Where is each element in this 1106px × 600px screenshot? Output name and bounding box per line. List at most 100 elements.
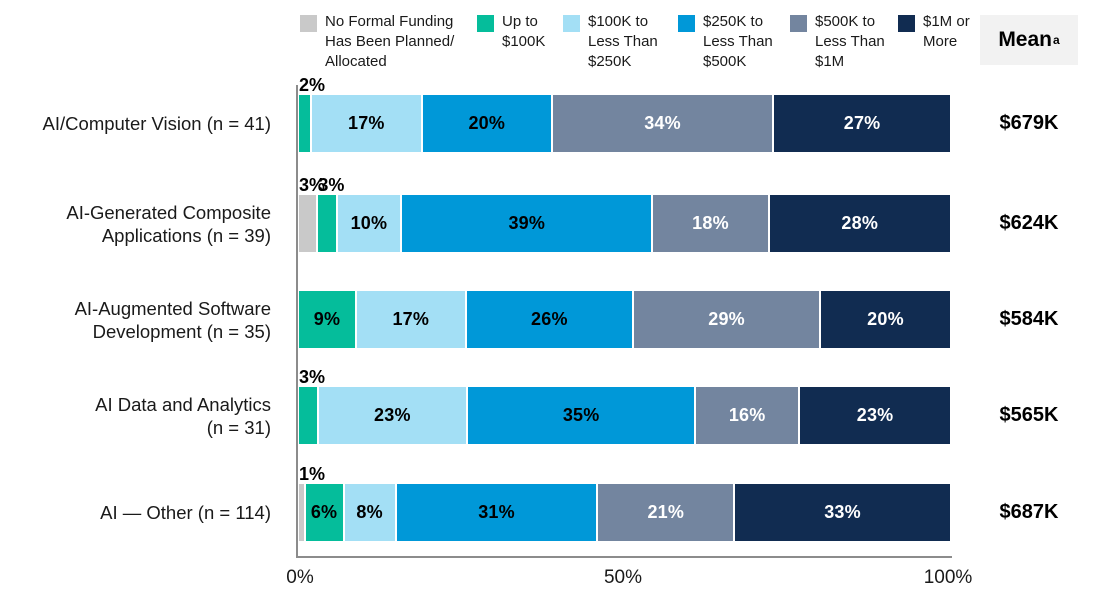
chart-row: AI-Augmented Software Development (n = 3… (0, 274, 1106, 371)
bar: 6% 8% 31% 21% 33% 1% (299, 465, 950, 541)
bar-segment: 17% (312, 95, 423, 152)
bar-segment: 16% (696, 387, 801, 444)
segment-value-label: 34% (644, 113, 681, 133)
bar-segment: 29% (634, 291, 822, 348)
segment-value-label-above: 3% (318, 175, 345, 195)
bar-segment: 23% (800, 387, 950, 444)
bar: 10% 39% 18% 28% 3% 3% (299, 176, 950, 252)
bar-segments: 10% 39% 18% 28% (299, 195, 950, 252)
segment-value-label-above: 3% (299, 367, 326, 387)
bar-segment: 34% (552, 95, 775, 152)
mean-value: $679K (999, 112, 1059, 134)
x-axis-line (296, 556, 952, 558)
legend-swatch-icon (300, 15, 317, 32)
segment-value-label-above: 2% (299, 75, 326, 95)
chart-row: AI Data and Analytics (n = 31) 23% 35% 16% 2… (0, 368, 1106, 467)
category-label: AI — Other (n = 114) (100, 502, 271, 523)
bar-segment: 33% (735, 484, 950, 541)
segment-value-label: 23% (374, 405, 411, 425)
bar: 9% 17% 26% 29% 20% (299, 291, 950, 348)
bar-segments: 17% 20% 34% 27% (299, 95, 950, 152)
legend-item: No Formal Funding Has Been Planned/ Allo… (300, 12, 472, 72)
category-label: AI Data and Analytics (n = 31) (95, 393, 271, 438)
legend-item: $1M or More (898, 12, 970, 52)
segment-value-label: 26% (531, 309, 568, 329)
segment-value-label: 16% (728, 405, 766, 425)
bar-segments: 6% 8% 31% 21% 33% (299, 484, 950, 541)
bar-segment: 39% (402, 195, 654, 252)
chart-row: AI/Computer Vision (n = 41) 17% 20% 34% 27% 2… (0, 75, 1106, 175)
bar-segment: 23% (318, 387, 469, 444)
segment-value-label: 20% (867, 309, 904, 329)
legend-swatch-icon (898, 15, 915, 32)
bar-segment: 21% (598, 484, 736, 541)
mean-value: $584K (999, 308, 1059, 330)
segment-value-label: 18% (692, 213, 729, 233)
legend-label: $1M or More (923, 13, 970, 50)
segment-value-label: 17% (392, 309, 430, 329)
bar-segment: 35% (468, 387, 697, 444)
bar-segment: 28% (769, 195, 950, 252)
legend-item: $500K to Less Than $1M (790, 12, 885, 72)
legend-label: $250K to Less Than $500K (703, 13, 773, 70)
bar-segment (299, 484, 306, 541)
segment-value-label: 21% (647, 502, 685, 522)
x-axis-tick-50: 50% (603, 567, 643, 588)
mean-header-label: Mean (998, 28, 1052, 51)
segment-value-label: 23% (856, 405, 894, 425)
segment-value-label-above: 1% (299, 464, 326, 484)
bar-segment: 18% (653, 195, 770, 252)
x-axis-tick-100: 100% (923, 567, 973, 588)
bar-segments: 9% 17% 26% 29% 20% (299, 291, 950, 348)
legend: No Formal Funding Has Been Planned/ Allo… (0, 0, 1106, 78)
segment-value-label: 31% (478, 502, 515, 522)
segment-value-label: 8% (356, 502, 383, 522)
bar-segment: 27% (774, 95, 950, 152)
segment-value-label: 39% (508, 213, 546, 233)
chart-row: AI-Generated Composite Applications (n =… (0, 176, 1106, 275)
legend-item: $100K to Less Than $250K (563, 12, 658, 72)
legend-label: No Formal Funding Has Been Planned/ Allo… (325, 13, 455, 70)
x-axis-tick-0: 0% (286, 567, 314, 588)
bar-segment: 26% (466, 291, 635, 348)
bar-segment: 17% (357, 291, 467, 348)
legend-swatch-icon (790, 15, 807, 32)
bar-segments: 23% 35% 16% 23% (299, 387, 950, 444)
bar-segment (299, 95, 313, 152)
segment-value-label: 9% (313, 309, 341, 329)
bar: 23% 35% 16% 23% 3% (299, 368, 950, 444)
bar-segment: 20% (422, 95, 553, 152)
bar-segment: 10% (337, 195, 403, 252)
legend-swatch-icon (678, 15, 695, 32)
mean-value: $687K (999, 501, 1059, 523)
legend-label: $100K to Less Than $250K (588, 13, 658, 70)
bar-segment: 6% (305, 484, 345, 541)
y-axis-line (296, 85, 298, 558)
bar-segment: 20% (821, 291, 950, 348)
segment-value-label: 10% (350, 213, 388, 233)
mean-value: $565K (999, 404, 1059, 426)
segment-value-label: 35% (562, 405, 600, 425)
legend-label: Up to $100K (502, 13, 546, 50)
legend-swatch-icon (563, 15, 580, 32)
bar-segment (299, 387, 319, 444)
bar-segment: 8% (344, 484, 397, 541)
segment-value-label-above: 3% (299, 175, 326, 195)
segment-value-label: 28% (841, 213, 879, 233)
segment-value-label: 29% (708, 309, 745, 329)
segment-value-label: 6% (310, 502, 338, 522)
segment-value-label: 17% (348, 113, 385, 133)
chart-row: AI — Other (n = 114) 6% 8% 31% 21% 33% 1% $687K (0, 465, 1106, 564)
mean-column-header: Mean a (980, 15, 1078, 65)
segment-value-label: 20% (468, 113, 506, 133)
legend-item: $250K to Less Than $500K (678, 12, 773, 72)
legend-label: $500K to Less Than $1M (815, 13, 885, 70)
category-label: AI-Generated Composite Applications (n =… (66, 201, 271, 246)
bar-segment (318, 195, 338, 252)
bar-segment (299, 195, 319, 252)
category-label: AI/Computer Vision (n = 41) (42, 113, 271, 134)
segment-value-label: 27% (843, 113, 881, 133)
mean-value: $624K (999, 212, 1059, 234)
category-label: AI-Augmented Software Development (n = 3… (74, 297, 271, 342)
